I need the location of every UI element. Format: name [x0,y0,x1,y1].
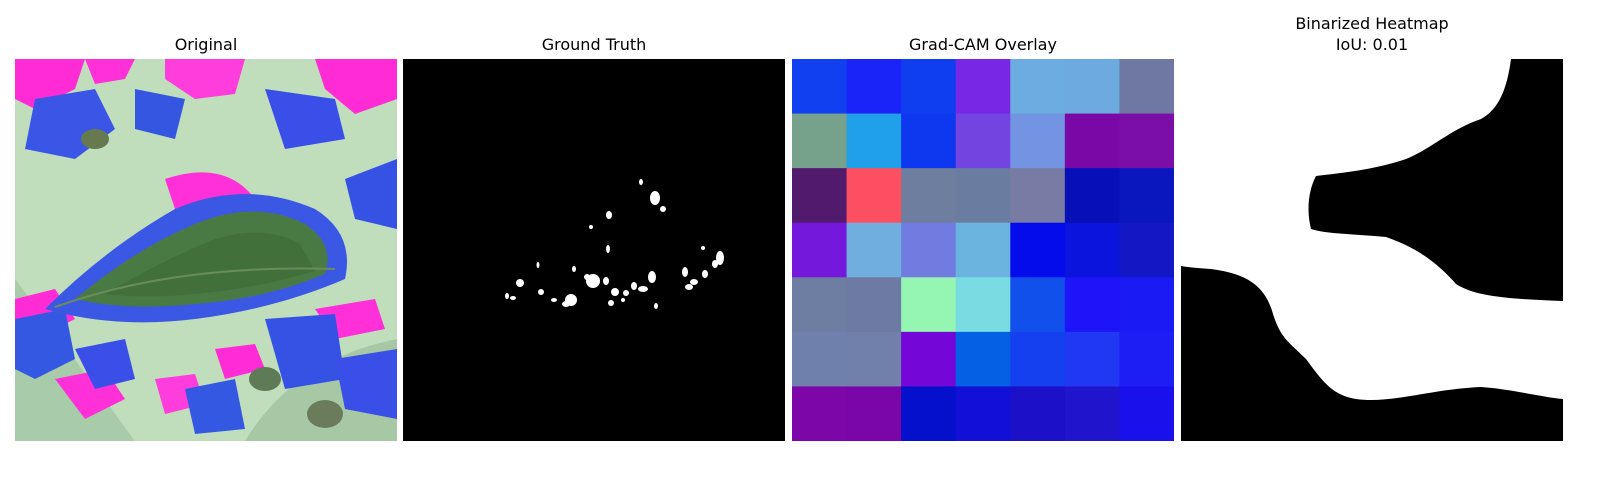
heatmap-cell [1064,277,1120,333]
heatmap-cell [846,386,902,441]
heatmap-cell [792,386,848,441]
heatmap-cell [955,222,1011,278]
heatmap-cell [1119,386,1174,441]
heatmap-cell [901,222,957,278]
binarized-heatmap-title: Binarized Heatmap [1295,14,1449,33]
heatmap-cell [1010,331,1066,387]
gradcam-overlay-title: Grad-CAM Overlay [909,35,1057,54]
heatmap-cell [792,168,848,224]
heatmap-cell [1064,331,1120,387]
heatmap-cell [901,59,957,115]
heatmap-cell [792,331,848,387]
heatmap-cell [955,277,1011,333]
heatmap-cell [901,113,957,169]
heatmap-cell [901,386,957,441]
heatmap-cell [955,59,1011,115]
heatmap-cell [846,331,902,387]
heatmap-cell [1064,222,1120,278]
heatmap-cell [1010,386,1066,441]
heatmap-cell [846,113,902,169]
heatmap-cell [1119,113,1174,169]
heatmap-cell [1010,113,1066,169]
heatmap-cell [1064,113,1120,169]
iou-score: IoU: 0.01 [1335,35,1409,54]
heatmap-cell [955,331,1011,387]
heatmap-cell [846,277,902,333]
heatmap-cell [792,113,848,169]
heatmap-cell [1064,386,1120,441]
heatmap-cell [846,222,902,278]
heatmap-cell [1119,59,1174,115]
heatmap-cell [1119,222,1174,278]
original-image [15,59,397,441]
ground-truth-mask [403,59,785,441]
heatmap-cell [1064,168,1120,224]
heatmap-cell [901,168,957,224]
heatmap-cell [1119,277,1174,333]
original-title: Original [174,35,238,54]
heatmap-cell [955,168,1011,224]
gradcam-overlay-heatmap [792,59,1174,441]
heatmap-cell [1119,331,1174,387]
heatmap-cell [846,168,902,224]
heatmap-cell [1119,168,1174,224]
binarized-heatmap [1181,59,1563,441]
heatmap-cell [955,386,1011,441]
heatmap-cell [901,277,957,333]
heatmap-cell [1010,277,1066,333]
heatmap-cell [792,59,848,115]
heatmap-cell [955,113,1011,169]
heatmap-cell [1010,59,1066,115]
heatmap-cell [1064,59,1120,115]
heatmap-cell [1010,222,1066,278]
heatmap-cell [846,59,902,115]
heatmap-cell [901,331,957,387]
ground-truth-title: Ground Truth [541,35,647,54]
heatmap-cell [1010,168,1066,224]
heatmap-cell [792,277,848,333]
heatmap-cell [792,222,848,278]
